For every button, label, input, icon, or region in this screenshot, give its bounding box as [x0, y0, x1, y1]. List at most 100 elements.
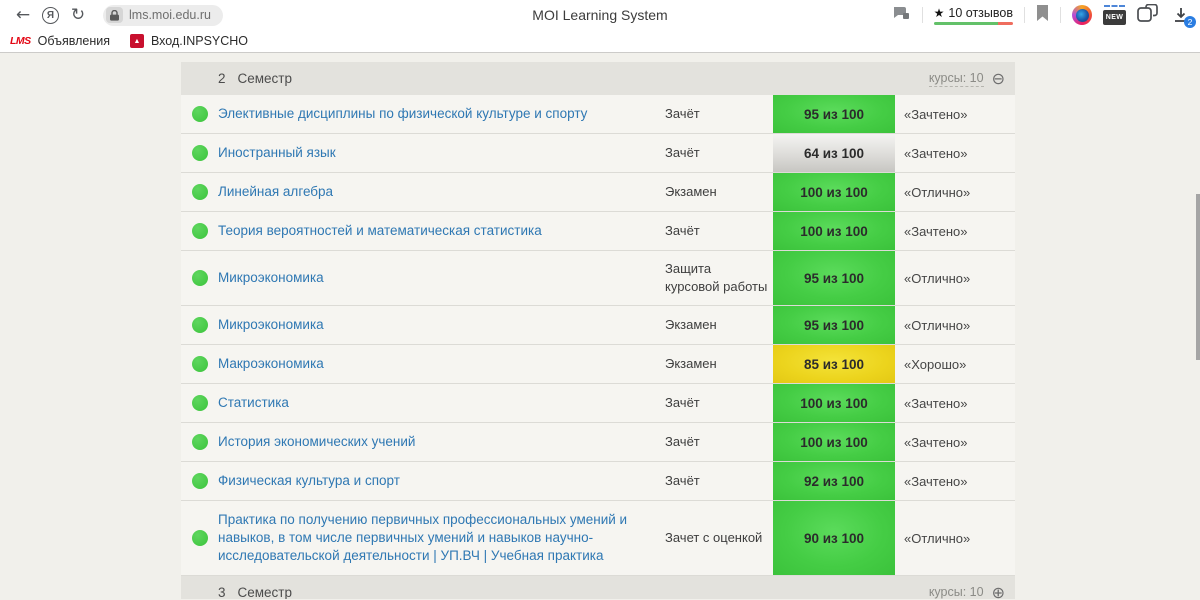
course-status-icon — [191, 270, 208, 286]
score-cell: 100 из 100 — [773, 384, 895, 422]
status-cell — [181, 251, 218, 305]
star-icon: ★ — [933, 5, 945, 20]
status-cell — [181, 134, 218, 172]
grade-value: «Отлично» — [904, 184, 971, 200]
course-status-icon — [191, 223, 208, 239]
assessment-type: Зачёт — [665, 473, 700, 488]
course-link[interactable]: Линейная алгебра — [218, 184, 334, 199]
course-row: Макроэкономика Экзамен 85 из 100 «Хорошо… — [181, 345, 1015, 384]
course-link[interactable]: Макроэкономика — [218, 356, 324, 371]
status-cell — [181, 345, 218, 383]
status-cell — [181, 423, 218, 461]
assessment-type-cell: Зачёт — [665, 384, 773, 422]
course-link[interactable]: История экономических учений — [218, 434, 416, 449]
score-value: 95 из 100 — [803, 317, 865, 333]
assessment-type: Зачёт — [665, 434, 700, 449]
score-value: 100 из 100 — [800, 223, 868, 239]
course-link[interactable]: Статистика — [218, 395, 289, 410]
bookmark-flag-icon[interactable] — [1036, 4, 1049, 26]
refresh-icon[interactable]: ↻ — [70, 4, 86, 25]
assessment-type: Защита курсовой работы — [665, 261, 768, 294]
assessment-type: Зачет с оценкой — [665, 530, 763, 545]
assessment-type-cell: Зачёт — [665, 423, 773, 461]
grade-value: «Зачтено» — [904, 395, 968, 411]
score-value: 85 из 100 — [803, 356, 865, 372]
course-name-cell: Макроэкономика — [218, 345, 665, 383]
rating-bar — [933, 21, 1013, 25]
status-cell — [181, 501, 218, 575]
extension-new-icon[interactable]: NEW — [1103, 5, 1126, 25]
address-bar[interactable]: lms.moi.edu.ru — [103, 4, 223, 26]
semester-label: Семестр — [237, 585, 293, 599]
course-name-cell: Линейная алгебра — [218, 173, 665, 211]
status-cell — [181, 384, 218, 422]
score-cell: 85 из 100 — [773, 345, 895, 383]
course-row: Физическая культура и спорт Зачёт 92 из … — [181, 462, 1015, 501]
course-link[interactable]: Физическая культура и спорт — [218, 473, 400, 488]
score-value: 100 из 100 — [800, 184, 868, 200]
course-status-icon — [191, 317, 208, 333]
bookmark-lms-announcements[interactable]: LMS Объявления — [10, 34, 110, 48]
grade-cell: «Отлично» — [895, 501, 1015, 575]
course-link[interactable]: Теория вероятностей и математическая ста… — [218, 223, 542, 238]
course-name-cell: Статистика — [218, 384, 665, 422]
score-box: 100 из 100 — [773, 173, 895, 211]
divider — [1024, 7, 1025, 23]
grade-value: «Отлично» — [904, 530, 971, 546]
back-icon[interactable]: ← — [15, 4, 31, 25]
assessment-type-cell: Экзамен — [665, 173, 773, 211]
course-link[interactable]: Элективные дисциплины по физической куль… — [218, 106, 588, 121]
grade-value: «Зачтено» — [904, 145, 968, 161]
expand-icon[interactable]: ⊕ — [991, 582, 1005, 599]
course-name-cell: Микроэкономика — [218, 251, 665, 305]
course-link[interactable]: Микроэкономика — [218, 270, 324, 285]
grade-cell: «Отлично» — [895, 173, 1015, 211]
courses-count-link[interactable]: курсы: 10 — [928, 70, 984, 87]
grade-value: «Зачтено» — [904, 106, 968, 122]
url-text: lms.moi.edu.ru — [129, 8, 211, 22]
course-link[interactable]: Практика по получению первичных професси… — [218, 512, 628, 563]
inpsycho-logo-icon: ▲ — [129, 34, 144, 48]
bookmark-inpsycho-login[interactable]: ▲ Вход.INPSYCHO — [129, 34, 248, 48]
course-row: Статистика Зачёт 100 из 100 «Зачтено» — [181, 384, 1015, 423]
course-row: Микроэкономика Защита курсовой работы 95… — [181, 251, 1015, 306]
lock-icon[interactable] — [106, 7, 123, 23]
course-status-icon — [191, 356, 208, 372]
course-link[interactable]: Микроэкономика — [218, 317, 324, 332]
score-value: 100 из 100 — [800, 434, 868, 450]
course-row: Иностранный язык Зачёт 64 из 100 «Зачтен… — [181, 134, 1015, 173]
assessment-type: Экзамен — [665, 184, 717, 199]
browser-toolbar: ← Я ↻ lms.moi.edu.ru MOI Learning System… — [0, 0, 1200, 30]
site-rating-widget[interactable]: ★ 10 отзывов — [933, 5, 1013, 25]
collections-icon[interactable] — [1137, 3, 1159, 27]
score-cell: 100 из 100 — [773, 212, 895, 250]
score-box: 100 из 100 — [773, 384, 895, 422]
scrollbar-thumb[interactable] — [1196, 194, 1200, 360]
course-status-icon — [191, 184, 208, 200]
score-cell: 64 из 100 — [773, 134, 895, 172]
assessment-type-cell: Зачёт — [665, 134, 773, 172]
bookmark-label: Объявления — [37, 34, 110, 48]
semester-2-rows: Элективные дисциплины по физической куль… — [181, 95, 1015, 576]
extension-color-icon[interactable] — [1072, 5, 1092, 25]
assessment-type: Экзамен — [665, 356, 717, 371]
course-name-cell: Практика по получению первичных професси… — [218, 501, 665, 575]
score-box: 64 из 100 — [773, 134, 895, 172]
score-cell: 95 из 100 — [773, 306, 895, 344]
protect-icon[interactable] — [891, 4, 911, 27]
course-link[interactable]: Иностранный язык — [218, 145, 336, 160]
collapse-icon[interactable]: ⊖ — [991, 68, 1005, 88]
score-value: 92 из 100 — [803, 473, 865, 489]
course-status-icon — [191, 106, 208, 122]
courses-count-link[interactable]: курсы: 10 — [928, 584, 984, 599]
downloads-icon[interactable]: 2 — [1170, 4, 1196, 28]
semester-label: Семестр — [237, 71, 293, 86]
course-status-icon — [191, 530, 208, 546]
score-value: 90 из 100 — [803, 530, 865, 546]
course-row: История экономических учений Зачёт 100 и… — [181, 423, 1015, 462]
assessment-type-cell: Зачёт — [665, 212, 773, 250]
score-value: 95 из 100 — [803, 106, 865, 122]
course-status-icon — [191, 395, 208, 411]
yandex-browser-icon[interactable]: Я — [42, 6, 59, 24]
status-cell — [181, 95, 218, 133]
